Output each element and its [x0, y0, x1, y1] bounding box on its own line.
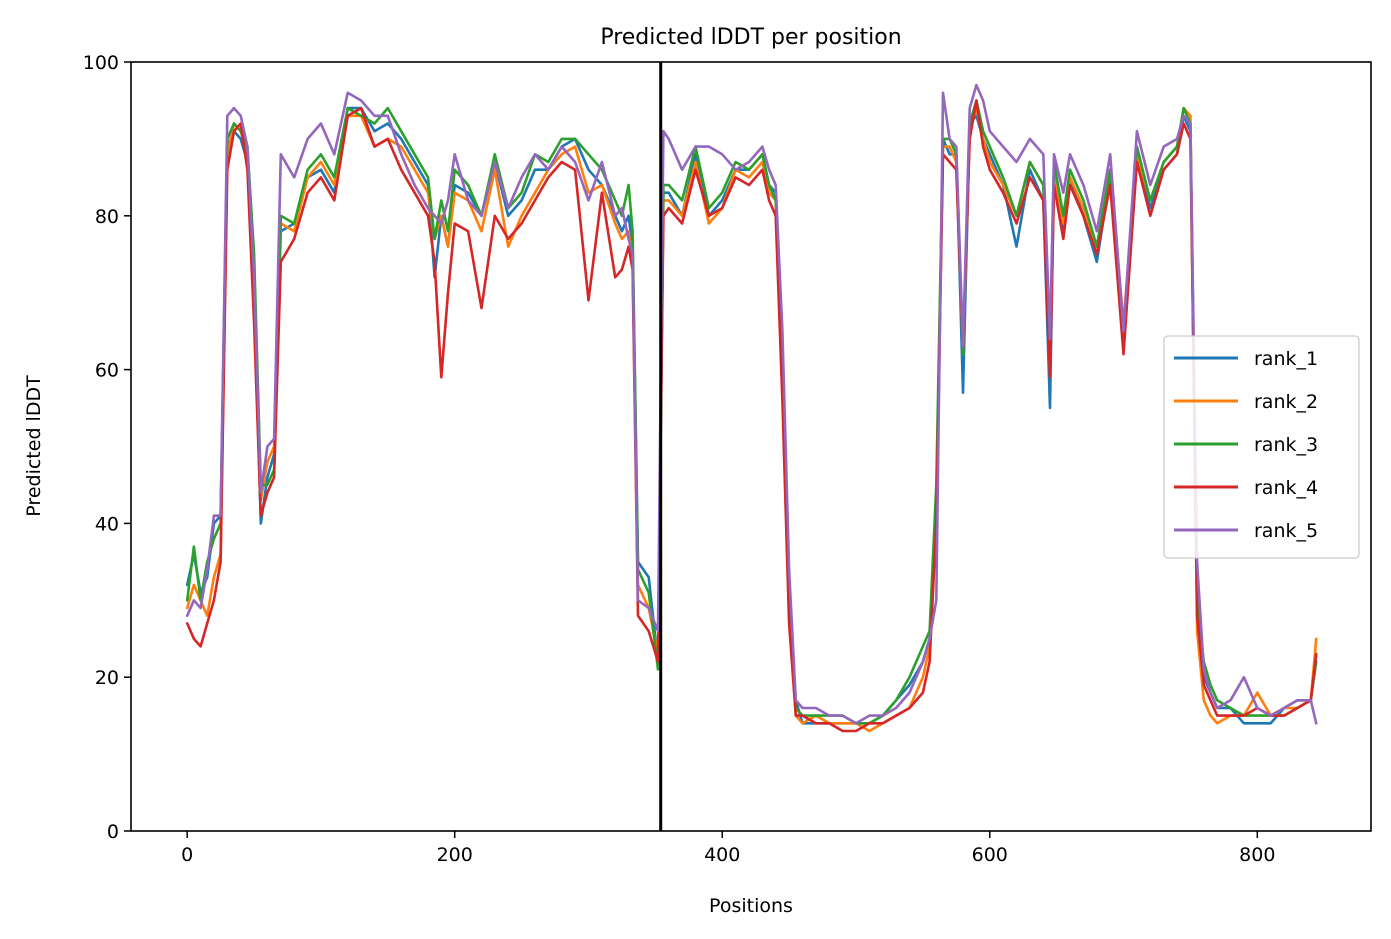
axes: 0 200 400 600 800 0 20 40 60 80 100 — [83, 52, 1372, 866]
legend-label-rank_4: rank_4 — [1254, 477, 1318, 499]
plot-area — [185, 62, 1318, 831]
x-tick-label: 800 — [1239, 844, 1275, 866]
plot-frame — [130, 61, 1372, 832]
legend-box — [1163, 335, 1360, 559]
y-tick-label: 20 — [95, 667, 119, 689]
chart-title: Predicted lDDT per position — [600, 25, 901, 50]
legend-label-rank_5: rank_5 — [1254, 520, 1318, 542]
y-axis-label: Predicted lDDT — [23, 375, 45, 517]
x-tick-label: 400 — [704, 844, 740, 866]
x-axis-label: Positions — [709, 895, 793, 917]
y-tick-label: 60 — [95, 360, 119, 382]
legend: rank_1 rank_2 rank_3 rank_4 rank_5 — [1163, 335, 1360, 559]
legend-label-rank_1: rank_1 — [1254, 348, 1318, 370]
y-tick-label: 80 — [95, 206, 119, 228]
y-tick-label: 0 — [107, 821, 119, 843]
series-line-rank_4 — [185, 99, 1318, 733]
x-tick-label: 200 — [437, 844, 473, 866]
series-line-rank_5 — [185, 83, 1318, 725]
legend-label-rank_2: rank_2 — [1254, 391, 1318, 413]
legend-label-rank_3: rank_3 — [1254, 434, 1318, 456]
x-tick-label: 0 — [181, 844, 193, 866]
y-tick-label: 100 — [83, 52, 119, 74]
x-tick-label: 600 — [972, 844, 1008, 866]
y-tick-label: 40 — [95, 513, 119, 535]
